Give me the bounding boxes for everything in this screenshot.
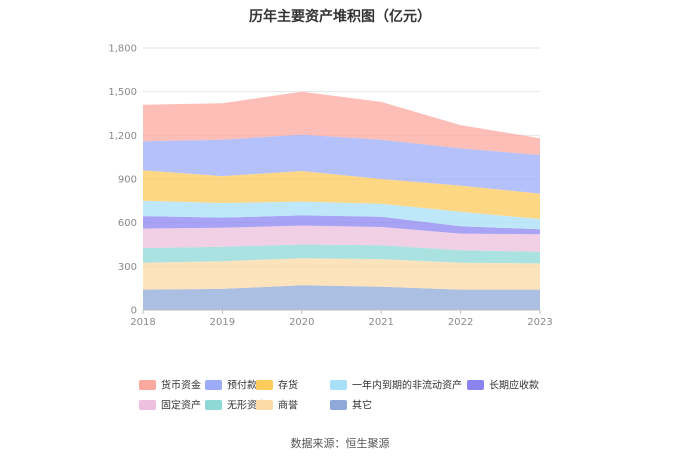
legend-swatch: [330, 380, 347, 390]
area-series-4[interactable]: [143, 225, 540, 252]
legend-item[interactable]: 长期应收款: [467, 379, 539, 392]
legend-item[interactable]: 商誉: [256, 399, 298, 412]
area-series-8[interactable]: [143, 134, 540, 194]
legend-label: 长期应收款: [489, 379, 539, 392]
legend-item[interactable]: 固定资产: [139, 399, 201, 412]
legend-swatch: [256, 380, 273, 390]
legend-item[interactable]: 存货: [256, 379, 298, 392]
y-tick-label: 600: [118, 218, 137, 229]
x-tick-label: 2020: [289, 317, 314, 328]
x-tick-label: 2023: [527, 317, 552, 328]
area-series-1[interactable]: [143, 285, 540, 310]
area-series-6[interactable]: [143, 200, 540, 230]
legend-swatch: [330, 400, 347, 410]
area-series-5[interactable]: [143, 215, 540, 235]
area-series: [143, 91, 540, 310]
legend-item[interactable]: 其它: [330, 399, 372, 412]
legend-label: 货币资金: [161, 379, 201, 392]
legend-label: 一年内到期的非流动资产: [352, 379, 462, 392]
legend-swatch: [139, 400, 156, 410]
legend-swatch: [256, 400, 273, 410]
y-tick-label: 1,800: [108, 44, 137, 55]
legend-label: 商誉: [278, 399, 298, 412]
x-tick-label: 2019: [210, 317, 235, 328]
x-tick-label: 2018: [130, 317, 155, 328]
x-tick-label: 2022: [448, 317, 473, 328]
area-series-9[interactable]: [143, 91, 540, 155]
area-series-3[interactable]: [143, 244, 540, 264]
legend-swatch: [467, 380, 484, 390]
legend-swatch: [205, 380, 222, 390]
y-tick-label: 1,500: [108, 87, 137, 98]
chart-title: 历年主要资产堆积图（亿元）: [249, 8, 431, 25]
legend-item[interactable]: 一年内到期的非流动资产: [330, 379, 462, 392]
data-source-note: 数据来源：恒生聚源: [291, 436, 390, 450]
legend-swatch: [139, 380, 156, 390]
area-series-7[interactable]: [143, 170, 540, 219]
legend-item[interactable]: 货币资金: [139, 379, 201, 392]
legend-label: 其它: [352, 399, 372, 412]
area-series-2[interactable]: [143, 258, 540, 290]
legend-label: 固定资产: [161, 399, 201, 412]
legend-swatch: [205, 400, 222, 410]
axes: 0 300 600 900 1,200 1,500 1,800 2018 2019 2020 202…: [108, 44, 552, 329]
y-tick-label: 1,200: [108, 131, 137, 142]
y-tick-label: 0: [131, 306, 137, 317]
x-tick-label: 2021: [368, 317, 393, 328]
legend-label: 存货: [278, 379, 298, 392]
y-tick-label: 300: [118, 262, 137, 273]
y-tick-label: 900: [118, 175, 137, 186]
